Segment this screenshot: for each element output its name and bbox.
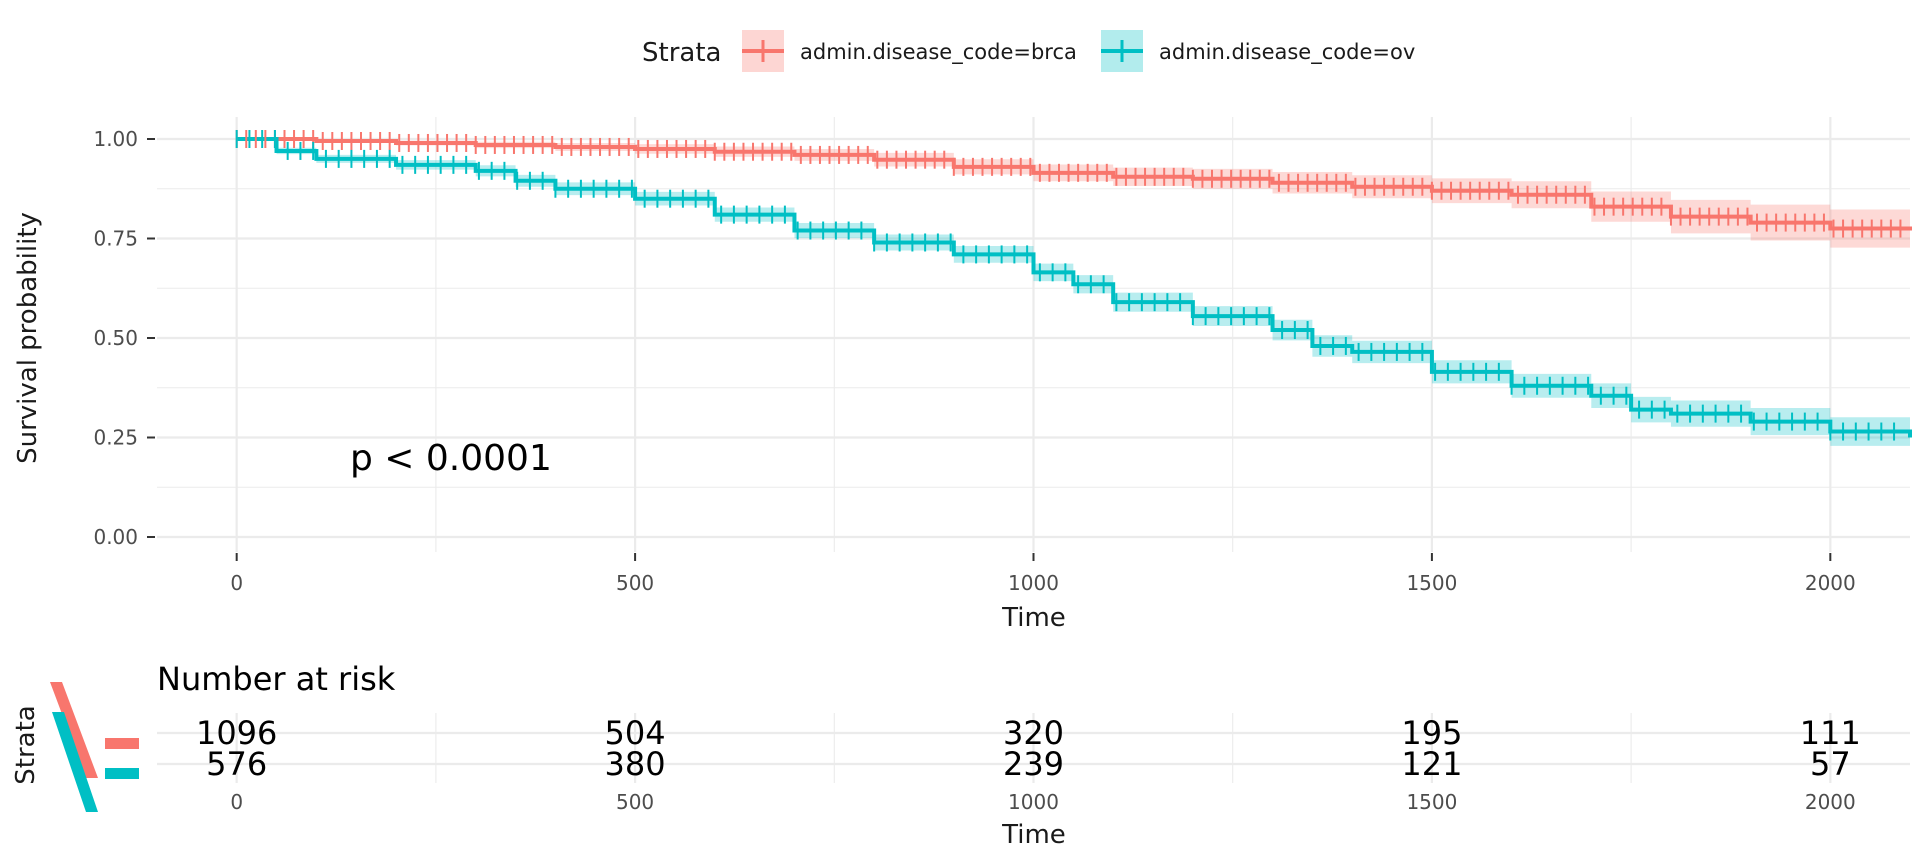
x-tick-label: 500 [616,571,654,595]
x-tick-label: 1500 [1406,571,1457,595]
x-tick-label: 0 [230,571,243,595]
risk-strata-key-brca [105,738,139,749]
risk-strata-key-brca-slash [50,682,98,778]
y-tick-label: 0.25 [93,426,138,450]
risk-x-tick-label: 500 [616,790,654,814]
risk-strata-key-ov-slash [52,712,98,812]
y-tick-label: 0.75 [93,227,138,251]
risk-value-brca: 111 [1800,714,1861,752]
survival-curve-ov [236,137,1912,438]
risk-value-ov: 121 [1401,745,1462,783]
risk-x-tick-label: 1500 [1406,790,1457,814]
x-tick-label: 1000 [1008,571,1059,595]
legend-label-ov: admin.disease_code=ov [1159,40,1415,65]
risk-value-brca: 195 [1401,714,1462,752]
risk-value-ov: 576 [206,745,267,783]
y-tick-label: 0.50 [93,326,138,350]
legend-title: Strata [642,38,721,68]
censor-marks [235,130,1902,441]
legend-key-ov [1101,30,1143,72]
y-axis-title: Survival probability [13,212,43,464]
risk-table-x-title: Time [1001,820,1066,850]
main-grid [157,117,1910,552]
risk-table-strata-keys [50,682,139,812]
legend: Strata admin.disease_code=brca admin.dis… [642,30,1415,72]
risk-strata-key-ov [105,768,139,779]
y-tick-label: 1.00 [93,127,138,151]
risk-table-y-title: Strata [11,705,41,784]
x-axis-title: Time [1001,603,1066,633]
confidence-band-ov [236,139,1910,453]
risk-x-tick-label: 1000 [1008,790,1059,814]
survival-curve-brca [236,137,1912,231]
risk-value-brca: 504 [605,714,666,752]
y-axis-ticks: 0.00 0.25 0.50 0.75 1.00 [93,127,155,549]
risk-value-ov: 380 [605,745,666,783]
legend-label-brca: admin.disease_code=brca [800,40,1077,65]
risk-table-grid [157,713,1910,783]
risk-value-ov: 239 [1003,745,1064,783]
risk-table-x-ticks: 0 500 1000 1500 2000 [230,790,1855,814]
risk-value-ov: 57 [1810,745,1851,783]
risk-value-brca: 320 [1003,714,1064,752]
p-value: p < 0.0001 [350,438,552,479]
risk-value-brca: 1096 [196,714,277,752]
legend-key-brca [742,30,784,72]
x-axis-ticks: 0 500 1000 1500 2000 [230,553,1856,595]
confidence-band-brca [236,139,1910,251]
risk-x-tick-label: 0 [230,790,243,814]
y-tick-label: 0.00 [93,525,138,549]
risk-table-values: 1096 504 320 195 111 576 380 239 121 57 [196,714,1861,783]
survival-curves [236,137,1912,438]
confidence-bands [236,139,1910,453]
x-tick-label: 2000 [1805,571,1856,595]
risk-x-tick-label: 2000 [1805,790,1856,814]
risk-table-title: Number at risk [157,660,396,698]
